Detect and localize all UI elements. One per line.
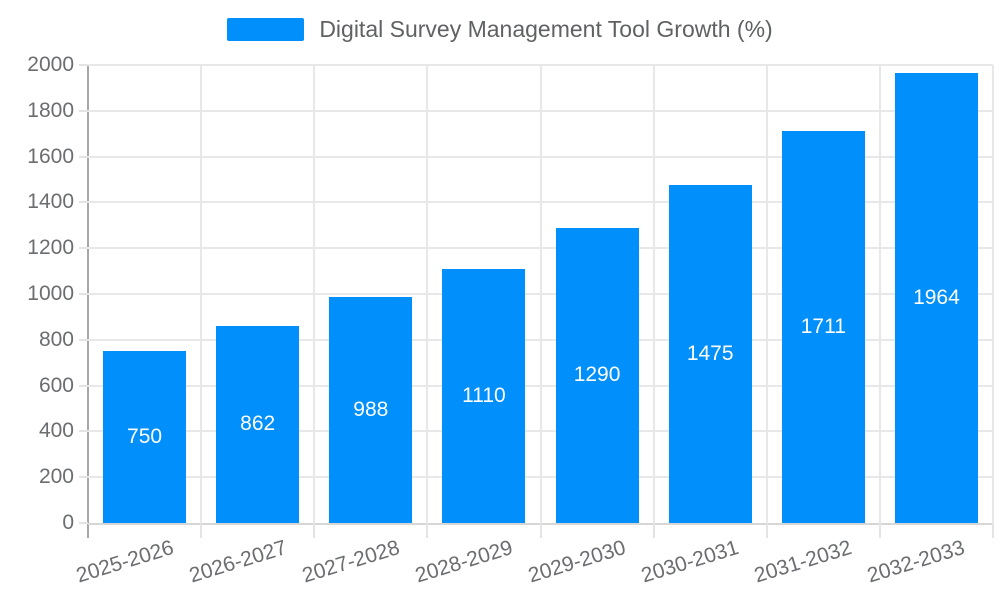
- bar-2031-2032[interactable]: 1711: [781, 131, 865, 523]
- bar-2029-2030[interactable]: 1290: [555, 227, 639, 523]
- v-gridline-5: [652, 65, 655, 523]
- v-gridline-7: [878, 65, 881, 523]
- x-tick-5: [652, 523, 655, 538]
- bar-value-label: 1964: [913, 286, 960, 310]
- v-gridline-1: [200, 65, 203, 523]
- y-axis-label-1600: 1600: [27, 144, 74, 168]
- y-tick-800: [79, 338, 88, 341]
- y-tick-1800: [79, 109, 88, 112]
- bar-2032-2033[interactable]: 1964: [894, 73, 978, 523]
- x-tick-1: [200, 523, 203, 538]
- chart-legend: Digital Survey Management Tool Growth (%…: [0, 16, 1000, 43]
- y-tick-0: [79, 522, 88, 524]
- y-axis-label-600: 600: [38, 373, 74, 397]
- y-axis-label-1200: 1200: [27, 236, 74, 260]
- y-axis-label-1000: 1000: [27, 282, 74, 305]
- y-axis-label-1400: 1400: [27, 190, 74, 214]
- v-gridline-4: [539, 65, 542, 523]
- x-tick-6: [765, 523, 768, 538]
- bar-value-label: 750: [127, 425, 163, 449]
- bar-value-label: 862: [240, 412, 276, 436]
- plot-area: 750 862 988 1110 1290 1475 1711 1964: [88, 64, 994, 523]
- bar-2028-2029[interactable]: 1110: [442, 268, 526, 523]
- bar-value-label: 1110: [462, 383, 506, 407]
- y-axis-label-200: 200: [38, 465, 74, 489]
- x-tick-4: [539, 523, 542, 538]
- bar-2030-2031[interactable]: 1475: [668, 185, 752, 523]
- v-gridline-2: [313, 65, 316, 523]
- y-tick-200: [79, 476, 88, 479]
- bar-value-label: 1290: [573, 363, 621, 387]
- y-tick-400: [79, 430, 88, 433]
- bar-value-label: 1475: [686, 342, 734, 366]
- x-tick-7: [878, 523, 881, 538]
- y-tick-1200: [79, 247, 88, 250]
- x-tick-3: [426, 523, 429, 538]
- y-axis-label-0: 0: [62, 511, 74, 534]
- y-tick-2000: [79, 64, 88, 66]
- legend-item-series-1[interactable]: Digital Survey Management Tool Growth (%…: [227, 16, 773, 43]
- x-tick-2: [313, 523, 316, 538]
- v-gridline-8: [992, 65, 994, 523]
- y-axis-label-800: 800: [38, 327, 74, 351]
- legend-label: Digital Survey Management Tool Growth (%…: [319, 16, 773, 42]
- v-gridline-6: [765, 65, 768, 523]
- bar-2025-2026[interactable]: 750: [103, 351, 187, 523]
- bar-value-label: 1711: [800, 315, 846, 339]
- bar-2027-2028[interactable]: 988: [329, 296, 413, 523]
- bar-value-label: 988: [353, 397, 389, 421]
- y-tick-1600: [79, 155, 88, 158]
- y-axis-line: [87, 65, 89, 538]
- x-tick-8: [992, 523, 994, 538]
- y-axis-label-1800: 1800: [27, 98, 74, 122]
- y-tick-1400: [79, 201, 88, 204]
- y-tick-1000: [79, 293, 88, 295]
- v-gridline-3: [426, 65, 429, 523]
- bar-2026-2027[interactable]: 862: [216, 325, 300, 523]
- y-axis-label-400: 400: [38, 419, 74, 443]
- y-tick-600: [79, 384, 88, 387]
- legend-swatch-icon: [227, 18, 305, 41]
- y-axis-label-2000: 2000: [27, 53, 74, 76]
